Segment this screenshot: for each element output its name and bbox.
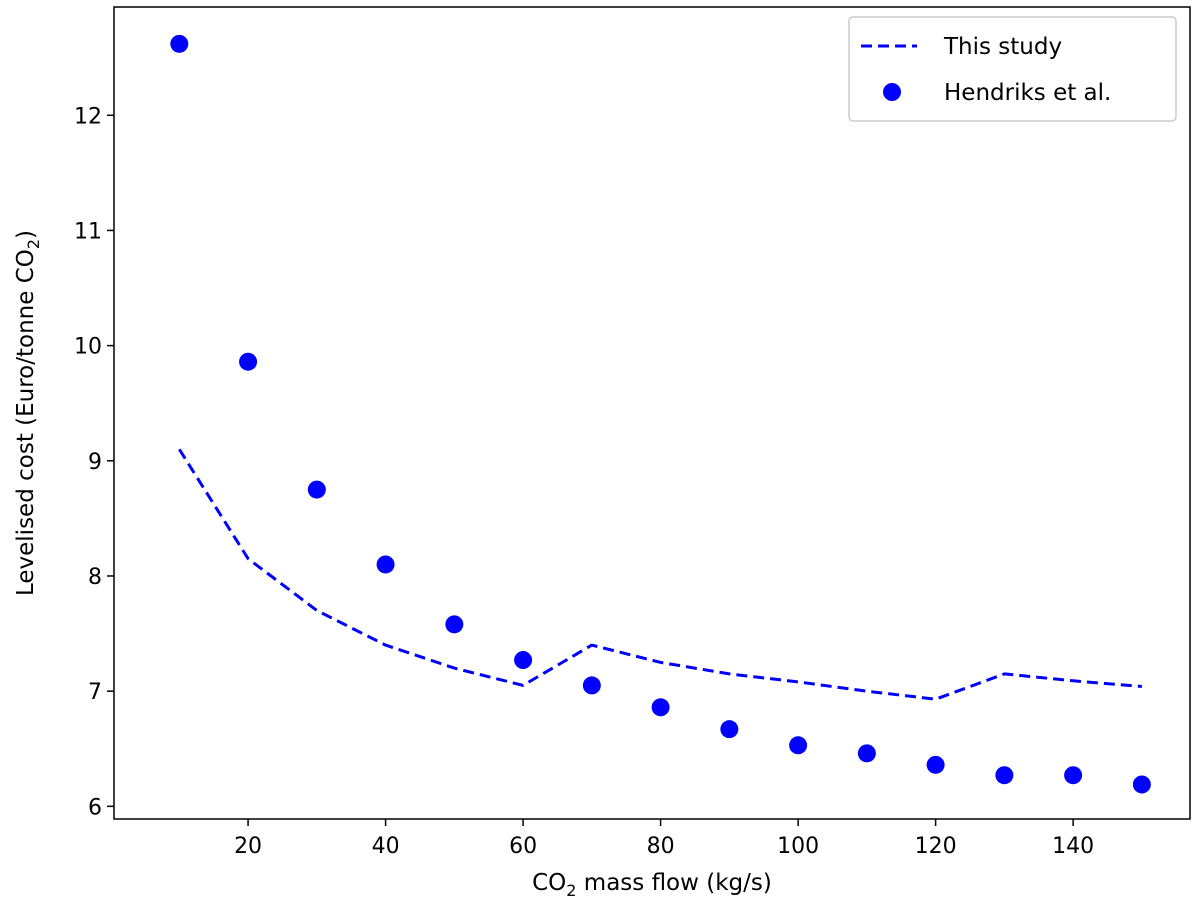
y-tick-label: 12 <box>74 104 102 129</box>
legend-swatch-hendriks <box>883 83 901 101</box>
data-point-hendriks <box>926 755 945 774</box>
x-tick-label: 60 <box>509 834 537 859</box>
data-point-hendriks <box>1064 766 1083 785</box>
series-layer <box>170 34 1151 794</box>
x-axis-label-subscript: 2 <box>566 881 576 900</box>
data-point-hendriks <box>995 766 1014 785</box>
x-axis-label-main: CO <box>532 870 566 896</box>
data-point-hendriks <box>651 698 670 717</box>
data-point-hendriks <box>720 720 739 739</box>
plot-area <box>113 6 1191 820</box>
data-point-hendriks <box>582 676 601 695</box>
x-tick-label: 80 <box>647 834 675 859</box>
data-point-hendriks <box>376 555 395 574</box>
x-tick-label: 100 <box>777 834 819 859</box>
legend-label-this-study: This study <box>943 34 1062 60</box>
x-tick-label: 20 <box>234 834 262 859</box>
data-point-hendriks <box>857 744 876 763</box>
x-axis-label-rest: mass flow (kg/s) <box>576 870 771 896</box>
data-point-hendriks <box>514 651 533 670</box>
data-point-hendriks <box>1132 775 1151 794</box>
y-tick-label: 7 <box>88 680 102 705</box>
y-axis-label-main: Levelised cost (Euro/tonne CO <box>13 249 39 596</box>
y-axis-label-subscript: 2 <box>24 239 43 249</box>
y-axis-label: Levelised cost (Euro/tonne CO2) <box>13 230 43 596</box>
y-tick-label: 10 <box>74 335 102 360</box>
data-point-hendriks <box>307 480 326 499</box>
y-tick-label: 11 <box>74 219 102 244</box>
series-line-this-study <box>178 448 1143 701</box>
x-tick-label: 120 <box>915 834 957 859</box>
data-point-hendriks <box>239 352 258 371</box>
legend-box <box>848 16 1177 122</box>
x-tick-label: 140 <box>1052 834 1094 859</box>
y-axis-ticks: 6 7 8 9 10 11 12 <box>74 104 114 820</box>
x-tick-label: 40 <box>372 834 400 859</box>
x-axis-label: CO2 mass flow (kg/s) <box>532 870 772 900</box>
y-axis-label-end: ) <box>13 230 39 239</box>
legend-label-hendriks: Hendriks et al. <box>944 80 1111 106</box>
y-tick-label: 8 <box>88 565 102 590</box>
y-tick-label: 9 <box>88 450 102 475</box>
y-tick-label: 6 <box>88 795 102 820</box>
legend: This study Hendriks et al. <box>848 16 1177 122</box>
data-point-hendriks <box>445 615 464 634</box>
data-point-hendriks <box>170 34 189 53</box>
x-axis-ticks: 20 40 60 80 100 120 140 <box>234 819 1094 859</box>
data-point-hendriks <box>789 736 808 755</box>
